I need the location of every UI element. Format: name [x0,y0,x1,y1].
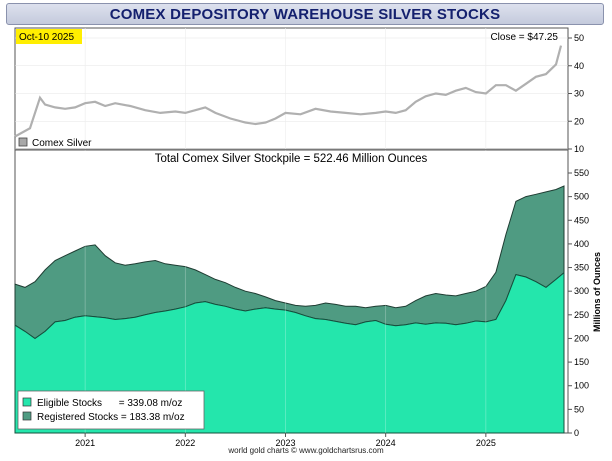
stocks-y-tick-label: 500 [574,192,589,202]
stocks-y-axis-label: Millions of Ounces [592,252,602,332]
stocks-legend: Eligible Stocks = 339.08 m/oz Registered… [17,390,205,430]
x-tick-label: 2022 [175,438,195,448]
silver-y-tick-label: 50 [574,33,584,43]
silver-y-tick-label: 10 [574,144,584,154]
stocks-y-axis: 0 50 100 150 200 250 300 350 400 450 500 550 [568,168,589,438]
silver-y-tick-label: 40 [574,61,584,71]
title-bar: COMEX DEPOSITORY WAREHOUSE SILVER STOCKS [6,3,604,25]
x-tick-label: 2025 [476,438,496,448]
stocks-y-tick-label: 250 [574,310,589,320]
chart-title: COMEX DEPOSITORY WAREHOUSE SILVER STOCKS [109,6,501,23]
silver-legend-label: Comex Silver [32,138,92,149]
silver-plot-area [14,27,569,150]
stocks-y-tick-label: 100 [574,381,589,391]
silver-y-axis: 10 20 30 40 50 [568,33,584,154]
registered-legend-label: Registered Stocks = 183.38 m/oz [37,412,185,423]
silver-y-tick-label: 30 [574,89,584,99]
silver-price-line [14,45,563,138]
stocks-y-tick-label: 300 [574,286,589,296]
date-label: Oct-10 2025 [19,32,74,43]
silver-y-tick-label: 20 [574,116,584,126]
stocks-y-tick-label: 0 [574,428,579,438]
stocks-y-tick-label: 150 [574,357,589,367]
stocks-x-axis: 2021 2022 2023 2024 2025 [75,433,496,448]
stocks-y-tick-label: 400 [574,239,589,249]
registered-legend-swatch [22,411,32,421]
stocks-gridlines [84,150,487,433]
footer-credit: world gold charts © www.goldchartsrus.co… [228,446,384,455]
x-tick-label: 2024 [376,438,396,448]
stocks-y-tick-label: 350 [574,263,589,273]
silver-price-panel: 10 20 30 40 50 Oct-10 2025 Close = $47.25 Co… [14,27,584,154]
date-badge [16,29,82,44]
eligible-legend-label: Eligible Stocks = 339.08 m/oz [37,398,182,409]
stocks-y-tick-label: 450 [574,215,589,225]
close-label: Close = $47.25 [490,32,558,43]
stocks-y-tick-label: 50 [574,404,584,414]
silver-gridlines [15,28,568,150]
x-tick-label: 2021 [75,438,95,448]
stocks-y-tick-label: 200 [574,333,589,343]
stockpile-title: Total Comex Silver Stockpile = 522.46 Mi… [155,153,428,165]
x-tick-label: 2023 [275,438,295,448]
stocks-y-tick-label: 550 [574,168,589,178]
silver-legend-swatch [18,137,28,147]
stocks-panel: Total Comex Silver Stockpile = 522.46 Mi… [14,149,602,448]
stocks-legend-box [17,390,205,430]
eligible-legend-swatch [22,397,32,407]
